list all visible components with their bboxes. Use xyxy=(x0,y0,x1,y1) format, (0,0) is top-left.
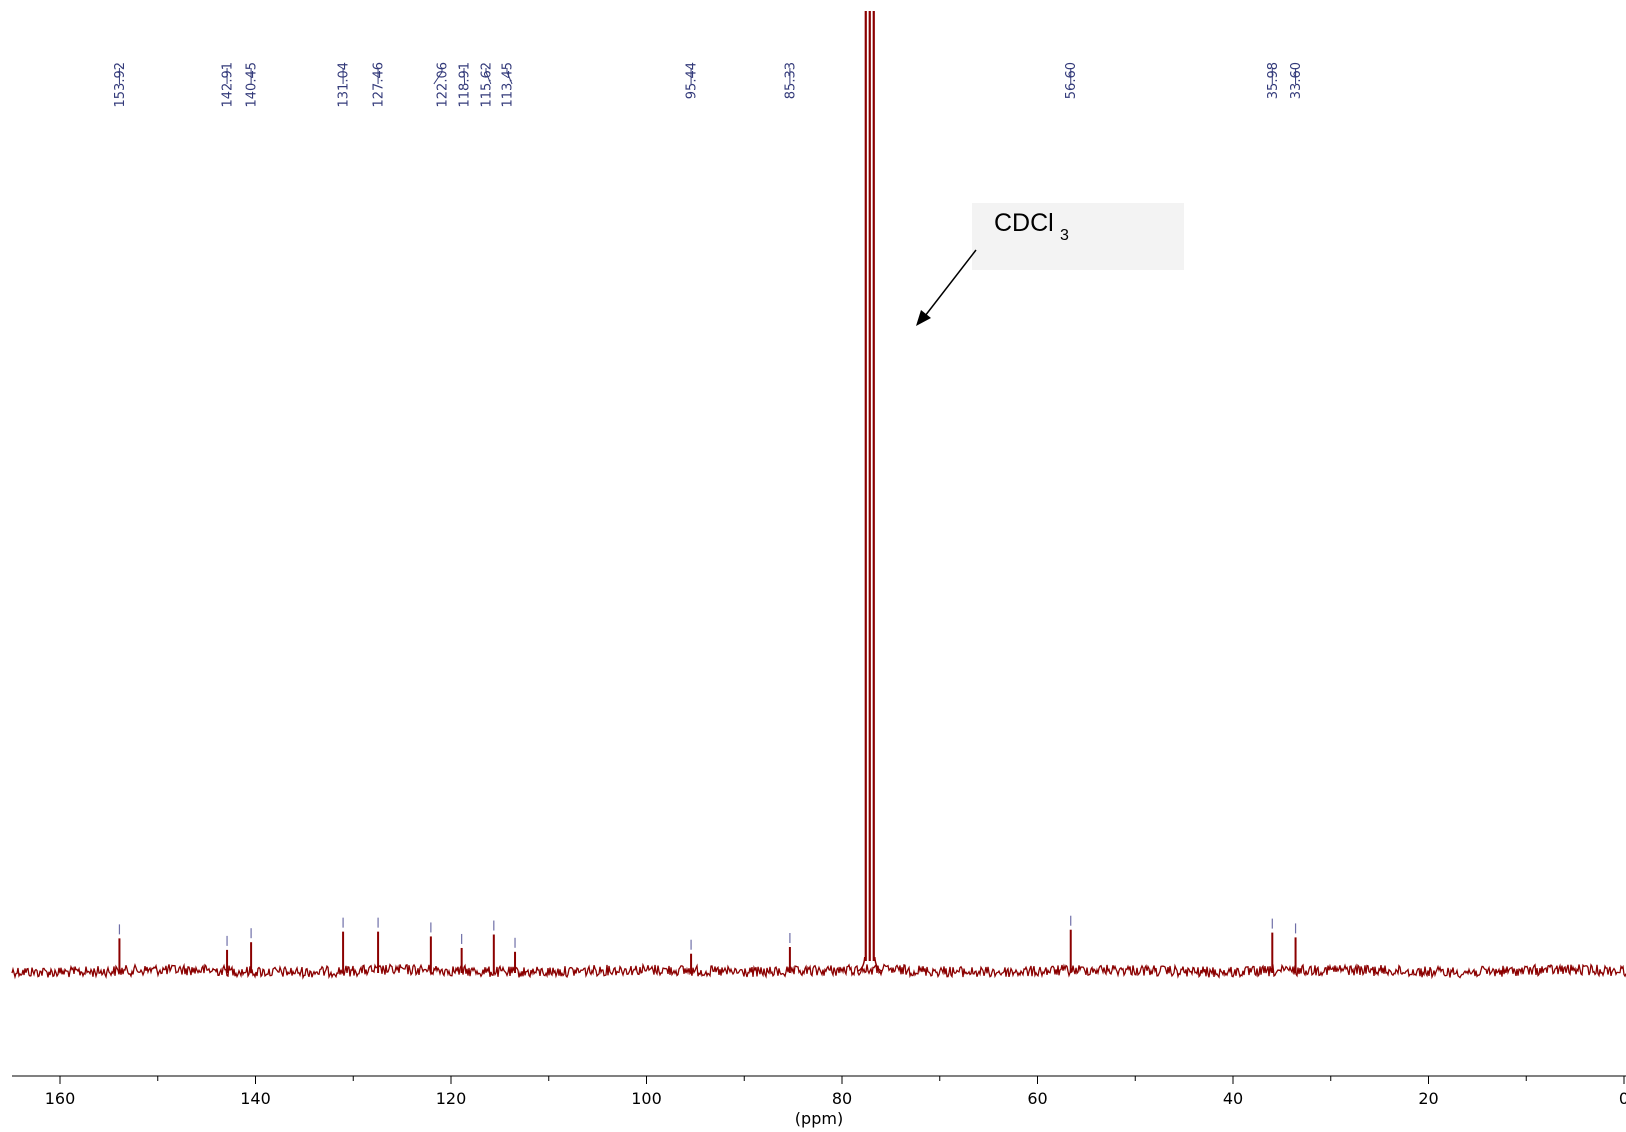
peak-leader-122.06 xyxy=(433,68,443,85)
peak-label-118.91: 118.91 xyxy=(458,62,473,108)
peak-label-153.92: 153.92 xyxy=(113,62,128,108)
peak-label-113.45: 113.45 xyxy=(501,62,516,108)
solvent-annotation-box xyxy=(972,203,1184,270)
solvent-annotation: CDCl 3 xyxy=(916,203,1184,326)
solvent-annotation-subscript: 3 xyxy=(1060,227,1069,244)
x-tick-label-80: 80 xyxy=(832,1089,852,1108)
peak-label-122.06: 122.06 xyxy=(436,62,451,108)
x-ticks: 160 140 120 100 80 60 40 20 0 xyxy=(45,1076,1626,1108)
spectrum-layer xyxy=(11,11,1626,980)
peak-label-115.62: 115.62 xyxy=(480,62,495,108)
solvent-peak-base xyxy=(857,956,883,972)
spectrum-baseline xyxy=(11,962,1626,980)
x-tick-label-20: 20 xyxy=(1418,1089,1438,1108)
solvent-annotation-arrow-shaft xyxy=(924,249,977,317)
peak-labels: 153.92 142.91 140.45 131.04 127.46 122.06 118.… xyxy=(113,62,1304,108)
peak-leader-113.45 xyxy=(506,68,513,85)
peak-label-140.45: 140.45 xyxy=(245,62,260,108)
solvent-annotation-arrowhead xyxy=(916,310,931,326)
peak-leader-115.62 xyxy=(485,68,492,85)
x-tick-label-40: 40 xyxy=(1223,1089,1243,1108)
x-tick-label-140: 140 xyxy=(240,1089,271,1108)
x-tick-label-120: 120 xyxy=(436,1089,467,1108)
peak-label-56.60: 56.60 xyxy=(1064,62,1079,99)
peak-label-131.04: 131.04 xyxy=(337,62,352,108)
peak-label-33.60: 33.60 xyxy=(1289,62,1304,99)
x-axis-label: (ppm) xyxy=(795,1109,843,1128)
peak-label-35.98: 35.98 xyxy=(1266,62,1281,99)
peak-label-95.44: 95.44 xyxy=(685,62,700,99)
x-tick-label-100: 100 xyxy=(631,1089,662,1108)
peak-markers xyxy=(118,915,1297,950)
x-tick-label-0: 0 xyxy=(1619,1089,1626,1108)
peak-label-127.46: 127.46 xyxy=(372,62,387,108)
solvent-annotation-label: CDCl xyxy=(994,209,1054,237)
peak-leader-118.91 xyxy=(463,68,466,85)
x-axis: 160 140 120 100 80 60 40 20 0 (ppm) xyxy=(12,1075,1626,1128)
peak-label-142.91: 142.91 xyxy=(221,62,236,108)
x-tick-label-160: 160 xyxy=(45,1089,76,1108)
peak-label-85.33: 85.33 xyxy=(783,62,798,99)
x-tick-label-60: 60 xyxy=(1027,1089,1047,1108)
